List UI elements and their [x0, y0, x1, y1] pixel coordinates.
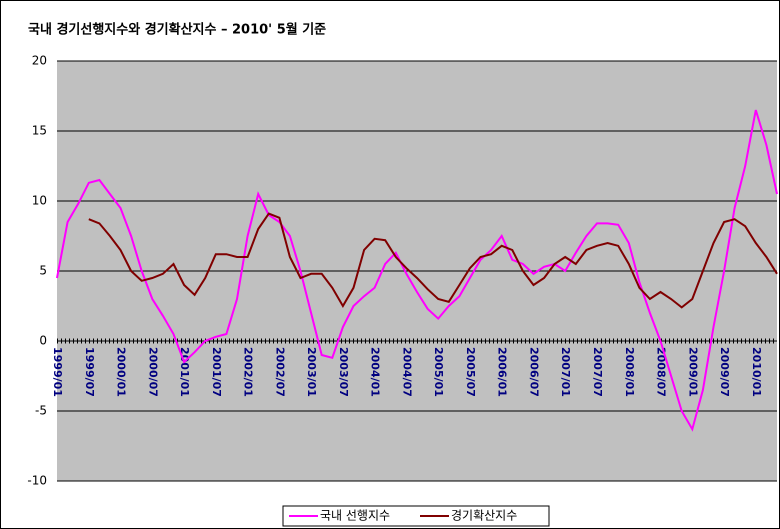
- legend: 국내 선행지수 경기확산지수: [282, 505, 550, 527]
- y-tick-label: 5: [39, 264, 47, 278]
- x-tick-label: 2005/01: [432, 347, 445, 397]
- x-tick-label: 2008/01: [623, 347, 636, 397]
- legend-box: [282, 505, 550, 527]
- x-tick-label: 1999/07: [83, 347, 96, 397]
- x-tick-label: 2002/07: [273, 347, 286, 397]
- x-tick-label: 2001/01: [178, 347, 191, 397]
- x-tick-label: 2002/01: [242, 347, 255, 397]
- x-tick-label: 1999/01: [51, 347, 64, 397]
- x-tick-label: 2001/07: [210, 347, 223, 397]
- x-tick-label: 2009/01: [686, 347, 699, 397]
- y-tick-label: 20: [32, 54, 47, 68]
- x-tick-label: 2000/07: [146, 347, 159, 397]
- x-tick-label: 2006/01: [496, 347, 509, 397]
- y-tick-label: 0: [39, 334, 47, 348]
- y-tick-label: -10: [27, 474, 47, 488]
- x-tick-label: 2003/07: [337, 347, 350, 397]
- legend-label: 경기확산지수: [451, 509, 517, 523]
- y-tick-label: 10: [32, 194, 47, 208]
- x-tick-label: 2005/07: [464, 347, 477, 397]
- x-tick-label: 2004/07: [400, 347, 413, 397]
- chart-title: 국내 경기선행지수와 경기확산지수 – 2010' 5월 기준: [28, 22, 326, 38]
- category-labels: 1999/01 1999/07 2000/01 2000/07 2001/01 2001/…: [51, 347, 763, 397]
- legend-label: 국내 선행지수: [320, 508, 390, 523]
- series-lines: [56, 109, 778, 432]
- y-tick-label: -5: [35, 404, 47, 418]
- x-tick-label: 2009/07: [718, 347, 731, 397]
- series-line: [88, 212, 778, 309]
- x-tick-label: 2010/01: [750, 347, 763, 397]
- x-tick-label: 2000/01: [115, 347, 128, 397]
- y-tick-label: 15: [32, 124, 47, 138]
- x-tick-label: 2007/07: [591, 347, 604, 397]
- x-tick-label: 2004/01: [369, 347, 382, 397]
- series-line: [56, 109, 778, 432]
- x-tick-label: 2006/07: [527, 347, 540, 397]
- x-tick-label: 2003/01: [305, 347, 318, 397]
- x-tick-label: 2008/07: [655, 347, 668, 397]
- x-tick-label: 2007/01: [559, 347, 572, 397]
